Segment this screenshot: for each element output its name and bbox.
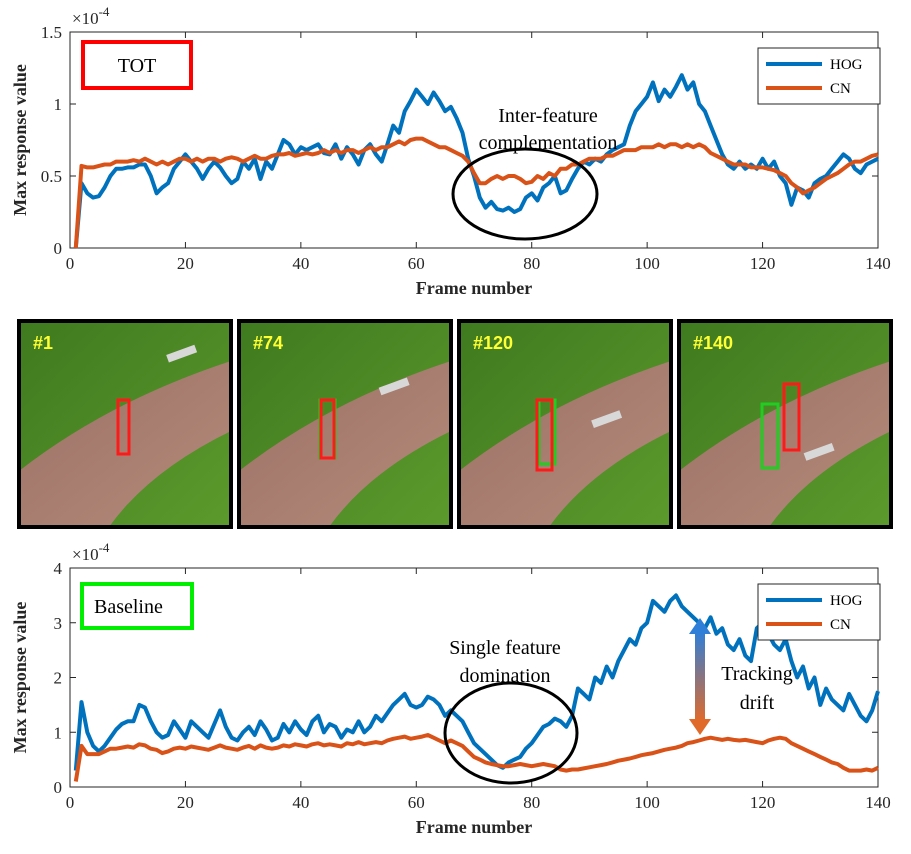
x-tick-label: 0 xyxy=(66,793,75,812)
tracking-box-red xyxy=(535,398,554,472)
y-tick-label: 4 xyxy=(54,559,63,578)
frame-1: #1 xyxy=(17,319,233,529)
highlight-ellipse xyxy=(451,147,599,241)
frame-label: #140 xyxy=(693,333,733,353)
chart-tot: 0 20 40 60 80 100 120 140 0 0.5 1 1.5 ×10-4 Frame num… xyxy=(10,4,891,298)
frame-label: #1 xyxy=(33,333,53,353)
x-tick-label: 0 xyxy=(66,254,75,273)
tag-box xyxy=(81,40,193,90)
drift-arrow-head-up xyxy=(689,618,711,634)
x-tick-label: 60 xyxy=(408,254,425,273)
drift-annotation-line: drift xyxy=(740,692,775,714)
drift-arrow-head-down xyxy=(689,719,711,735)
frame-label: #120 xyxy=(473,333,513,353)
y-tick-label: 0.5 xyxy=(41,167,62,186)
legend-label-cn: CN xyxy=(830,617,851,633)
legend-label-hog: HOG xyxy=(830,57,863,73)
frame-walkway xyxy=(459,361,671,527)
series-line-cn xyxy=(73,733,879,782)
y-tick-label: 0 xyxy=(54,778,63,797)
tag-label: Baseline xyxy=(94,596,163,618)
y-axis-label: Max response value xyxy=(10,602,30,754)
tracking-box-red xyxy=(319,398,336,460)
tracking-box-green xyxy=(760,402,780,470)
y-exponent-power: -4 xyxy=(99,4,110,19)
x-tick-label: 20 xyxy=(177,793,194,812)
legend-label-hog: HOG xyxy=(830,593,863,609)
frame-3: #120 xyxy=(457,319,673,529)
x-axis-label: Frame number xyxy=(416,817,532,837)
frame-border xyxy=(457,319,673,529)
frame-walkway xyxy=(239,361,451,527)
x-tick-label: 40 xyxy=(292,793,309,812)
frames-strip: #1 #74 #120 #140 xyxy=(17,319,893,529)
x-axis-label: Frame number xyxy=(416,278,532,298)
plot-frame xyxy=(69,31,879,249)
annotation-line: Inter-feature xyxy=(498,105,598,127)
x-tick-label: 140 xyxy=(865,793,891,812)
frame-walkway xyxy=(19,361,231,527)
frame-border xyxy=(17,319,233,529)
x-tick-label: 80 xyxy=(523,254,540,273)
y-axis-label: Max response value xyxy=(10,64,30,216)
series-line-cn xyxy=(73,136,879,249)
tag-box xyxy=(80,582,194,630)
tracking-box-red xyxy=(116,398,131,456)
tracking-box-red xyxy=(782,382,801,452)
drift-annotation-line: Tracking xyxy=(721,663,792,685)
series-line-hog xyxy=(73,593,880,771)
x-tick-label: 40 xyxy=(292,254,309,273)
frame-bench xyxy=(591,410,623,429)
y-tick-label: 3 xyxy=(54,614,63,633)
chart-baseline: 0 20 40 60 80 100 120 140 0 1 2 3 4 ×10-4 Frame number… xyxy=(10,540,891,837)
y-tick-label: 1.5 xyxy=(41,23,62,42)
y-exponent: ×10-4 xyxy=(72,4,110,28)
y-exponent: ×10-4 xyxy=(72,540,110,564)
frame-bench xyxy=(803,442,835,461)
y-tick-label: 1 xyxy=(54,95,63,114)
x-tick-label: 20 xyxy=(177,254,194,273)
frame-border xyxy=(237,319,453,529)
legend-box xyxy=(757,583,881,641)
y-exponent-base: ×10 xyxy=(72,545,99,564)
highlight-ellipse xyxy=(443,681,579,785)
y-exponent-base: ×10 xyxy=(72,9,99,28)
annotation-line: Single feature xyxy=(449,637,561,659)
x-tick-label: 120 xyxy=(750,793,776,812)
tag-label: TOT xyxy=(118,55,157,77)
y-exponent-power: -4 xyxy=(99,540,110,555)
x-tick-label: 80 xyxy=(523,793,540,812)
frame-2: #74 xyxy=(237,319,453,529)
x-tick-label: 100 xyxy=(634,793,660,812)
y-tick-label: 0 xyxy=(54,239,63,258)
legend-box xyxy=(757,47,881,105)
annotation-line: domination xyxy=(459,665,550,687)
frame-bench xyxy=(166,344,198,363)
annotation-line: complementation xyxy=(479,132,618,154)
frame-border xyxy=(677,319,893,529)
frame-bench xyxy=(378,377,410,396)
series-line-hog xyxy=(73,73,879,249)
x-tick-label: 140 xyxy=(865,254,891,273)
x-tick-label: 120 xyxy=(750,254,776,273)
y-tick-label: 1 xyxy=(54,723,63,742)
y-tick-label: 2 xyxy=(54,669,63,688)
drift-arrow-shaft xyxy=(695,632,705,721)
x-tick-label: 60 xyxy=(408,793,425,812)
frame-label: #74 xyxy=(253,333,283,353)
frame-4: #140 xyxy=(677,319,893,529)
x-tick-label: 100 xyxy=(634,254,660,273)
legend-label-cn: CN xyxy=(830,81,851,97)
